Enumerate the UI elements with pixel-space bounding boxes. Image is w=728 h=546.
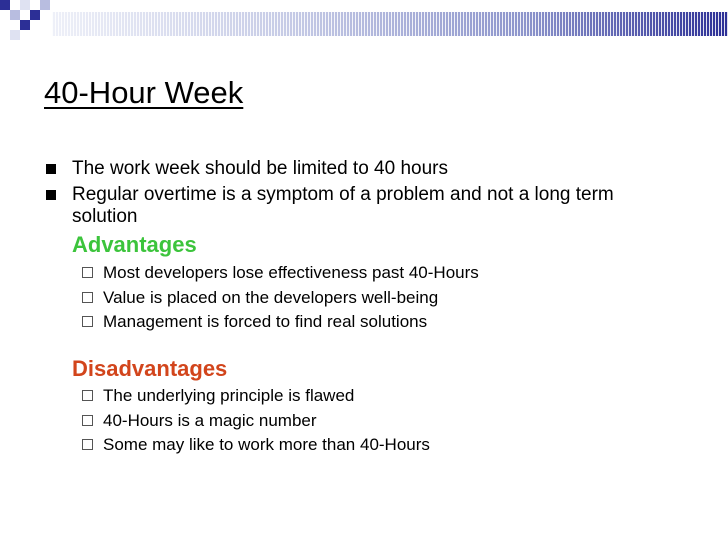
- deco-square: [40, 0, 50, 10]
- hollow-square-bullet-icon: [82, 291, 93, 303]
- hollow-square-bullet-icon: [82, 439, 93, 450]
- advantage-text: Most developers lose effectiveness past …: [103, 263, 479, 282]
- deco-square: [20, 0, 30, 10]
- decorative-squares: [0, 0, 56, 48]
- deco-square: [10, 10, 20, 20]
- bullet-text: Regular overtime is a symptom of a probl…: [72, 184, 614, 227]
- slide-title: 40-Hour Week: [44, 75, 244, 110]
- advantage-item: Value is placed on the developers well-b…: [80, 288, 479, 308]
- square-bullet-icon: [46, 164, 56, 174]
- hollow-square-bullet-icon: [82, 267, 93, 278]
- advantage-item: Management is forced to find real soluti…: [80, 312, 479, 332]
- disadvantage-item: The underlying principle is flawed: [80, 386, 430, 406]
- deco-square: [0, 0, 10, 10]
- deco-square: [10, 30, 20, 40]
- advantage-text: Management is forced to find real soluti…: [103, 312, 428, 331]
- advantage-item: Most developers lose effectiveness past …: [80, 263, 479, 283]
- disadvantages-list: The underlying principle is flawed 40-Ho…: [80, 386, 430, 460]
- square-bullet-icon: [46, 190, 56, 200]
- disadvantages-heading: Disadvantages: [72, 356, 228, 381]
- main-bullet-list: The work week should be limited to 40 ho…: [44, 158, 684, 232]
- advantage-text: Value is placed on the developers well-b…: [103, 287, 439, 307]
- disadvantage-text: The underlying principle is flawed: [103, 386, 355, 405]
- hollow-square-bullet-icon: [82, 414, 93, 426]
- hollow-square-bullet-icon: [82, 316, 93, 327]
- main-bullet-item: The work week should be limited to 40 ho…: [44, 158, 684, 180]
- decorative-gradient-band: [52, 12, 728, 36]
- hollow-square-bullet-icon: [82, 390, 93, 401]
- disadvantage-text: Some may like to work more than 40-Hours: [103, 435, 430, 454]
- deco-square: [20, 20, 30, 30]
- main-bullet-item: Regular overtime is a symptom of a probl…: [44, 184, 684, 228]
- advantages-heading: Advantages: [72, 232, 197, 257]
- disadvantage-text: 40-Hours is a magic number: [103, 410, 317, 430]
- disadvantage-item: Some may like to work more than 40-Hours: [80, 435, 430, 455]
- deco-square: [30, 10, 40, 20]
- advantages-list: Most developers lose effectiveness past …: [80, 263, 479, 337]
- bullet-text: The work week should be limited to 40 ho…: [72, 158, 448, 179]
- disadvantage-item: 40-Hours is a magic number: [80, 411, 430, 431]
